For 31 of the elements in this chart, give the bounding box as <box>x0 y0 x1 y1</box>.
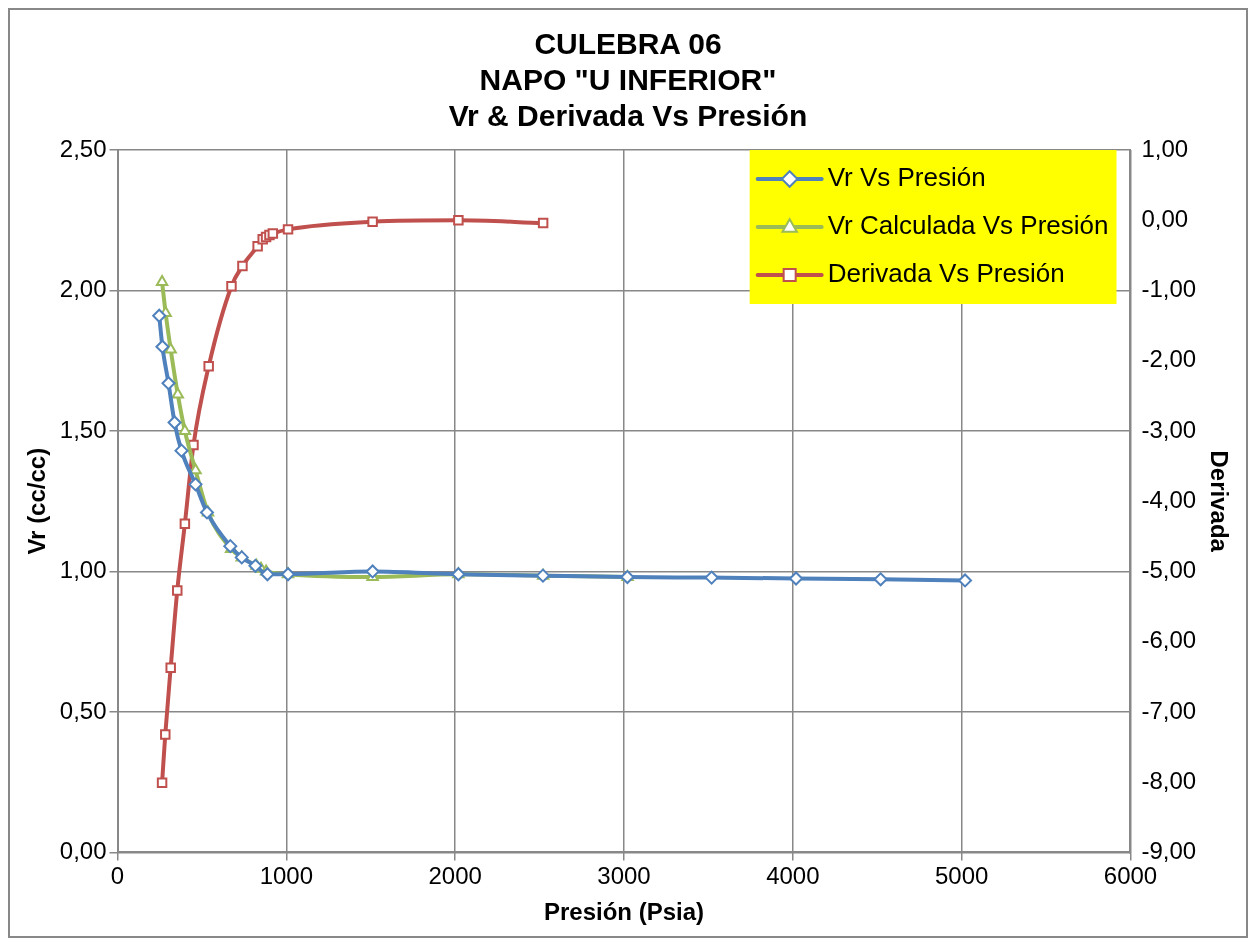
y-tick-label: 2,50 <box>59 134 107 162</box>
y-tick-label: 0,00 <box>59 837 107 865</box>
x-axis-title: Presión (Psia) <box>543 898 705 926</box>
y2-tick-label: -1,00 <box>1141 275 1197 303</box>
y2-axis-title: Derivada <box>1205 450 1233 553</box>
legend-label: Vr Vs Presión <box>827 162 986 193</box>
chart-title: CULEBRA 06 NAPO "U INFERIOR" Vr & Derivada Vs Presión <box>448 27 808 133</box>
y-tick-label: 1,00 <box>59 556 107 584</box>
y2-tick-label: -3,00 <box>1141 415 1197 443</box>
y2-tick-label: 1,00 <box>1141 134 1189 162</box>
x-tick-label: 4000 <box>766 862 820 890</box>
y2-tick-label: -7,00 <box>1141 696 1197 724</box>
y-tick-label: 2,00 <box>59 275 107 303</box>
x-tick-label: 3000 <box>597 862 651 890</box>
x-tick-label: 1000 <box>259 862 314 890</box>
y-tick-label: 1,50 <box>59 415 107 443</box>
y-tick-label: 0,50 <box>59 696 107 724</box>
legend-label: Derivada Vs Presión <box>827 258 1065 289</box>
x-tick-label: 6000 <box>1103 862 1158 890</box>
y2-tick-label: -4,00 <box>1141 485 1197 513</box>
x-tick-label: 2000 <box>428 862 482 890</box>
y2-tick-label: -2,00 <box>1141 345 1197 373</box>
y-axis-title: Vr (cc/cc) <box>23 447 51 555</box>
y2-tick-label: -5,00 <box>1141 556 1197 584</box>
x-tick-label: 5000 <box>934 862 989 890</box>
y2-tick-label: -8,00 <box>1141 766 1197 794</box>
x-tick-label: 0 <box>110 862 125 890</box>
y2-tick-label: 0,00 <box>1141 204 1189 232</box>
y2-tick-label: -6,00 <box>1141 626 1197 654</box>
legend-label: Vr Calculada Vs Presión <box>827 210 1109 241</box>
y2-tick-label: -9,00 <box>1141 837 1197 865</box>
